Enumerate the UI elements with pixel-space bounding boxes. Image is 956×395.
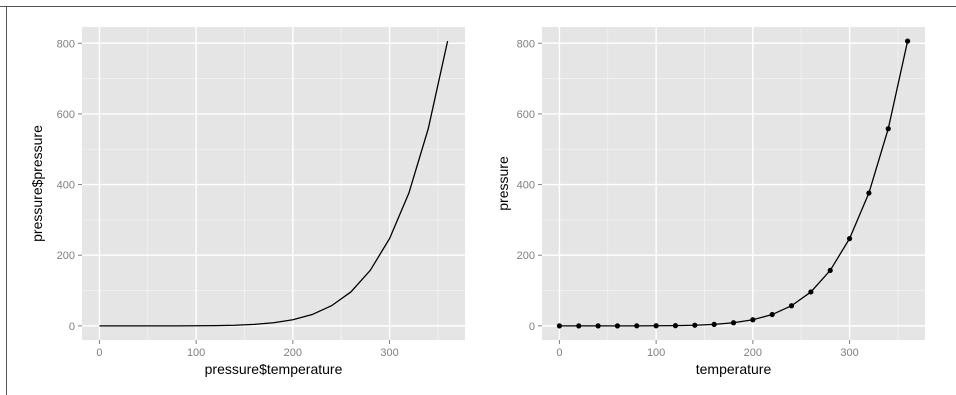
right-x-axis-label: temperature <box>696 361 772 377</box>
left-y-axis: 0 200 400 600 800 <box>57 38 82 333</box>
right-y-tick-label: 400 <box>517 180 535 192</box>
left-minor-grid <box>82 27 465 340</box>
right-x-tick-label: 100 <box>647 347 665 359</box>
right-y-tick-label: 600 <box>517 109 535 121</box>
left-y-axis-label: pressure$pressure <box>29 125 45 242</box>
right-data-point <box>692 322 698 328</box>
right-minor-grid <box>542 27 925 340</box>
right-data-point <box>846 236 853 242</box>
left-plot-background <box>82 27 465 340</box>
right-x-tick-label: 200 <box>744 347 762 359</box>
right-data-point <box>827 267 833 274</box>
right-data-point <box>711 321 717 327</box>
left-chart: 0 200 400 600 800 0 100 200 300 pressure$temper… <box>29 27 465 377</box>
left-x-tick-label: 300 <box>380 347 398 359</box>
left-y-tick-label: 0 <box>69 321 75 333</box>
right-plot-background <box>542 27 925 340</box>
left-series-line <box>99 40 449 327</box>
left-x-tick-label: 100 <box>187 347 205 359</box>
right-data-point <box>730 320 737 326</box>
right-data-point <box>672 323 679 329</box>
right-data-point <box>904 38 911 44</box>
right-x-tick-label: 300 <box>840 347 858 359</box>
right-y-axis-label: pressure <box>495 156 511 211</box>
left-major-grid <box>82 27 465 340</box>
right-data-point <box>576 323 582 329</box>
left-y-tick-label: 200 <box>57 250 75 262</box>
right-y-axis: 0 200 400 600 800 <box>517 38 542 333</box>
right-data-point <box>788 303 795 309</box>
right-data-point <box>769 311 775 318</box>
left-x-axis-label: pressure$temperature <box>205 361 343 377</box>
right-series <box>556 38 911 329</box>
left-x-tick-label: 200 <box>284 347 302 359</box>
right-y-tick-label: 200 <box>517 250 535 262</box>
right-data-point <box>866 190 872 196</box>
left-x-axis: 0 100 200 300 <box>96 340 399 359</box>
right-y-tick-label: 800 <box>517 38 535 50</box>
right-x-tick-label: 0 <box>556 347 562 359</box>
right-data-point <box>885 126 891 132</box>
left-y-tick-label: 600 <box>57 109 75 121</box>
right-chart: 0 200 400 600 800 0 100 200 300 temperature pre… <box>495 27 925 377</box>
left-series <box>99 40 449 327</box>
right-data-point <box>614 323 621 329</box>
right-data-point <box>556 323 563 329</box>
left-y-tick-label: 400 <box>57 180 75 192</box>
right-data-point <box>595 323 601 329</box>
right-x-axis: 0 100 200 300 <box>556 340 859 359</box>
right-data-point <box>634 323 640 329</box>
right-data-point <box>750 317 756 323</box>
left-x-tick-label: 0 <box>96 347 102 359</box>
right-data-point <box>808 289 814 295</box>
left-y-tick-label: 800 <box>57 38 75 50</box>
right-y-tick-label: 0 <box>529 321 535 333</box>
right-data-point <box>653 323 659 329</box>
